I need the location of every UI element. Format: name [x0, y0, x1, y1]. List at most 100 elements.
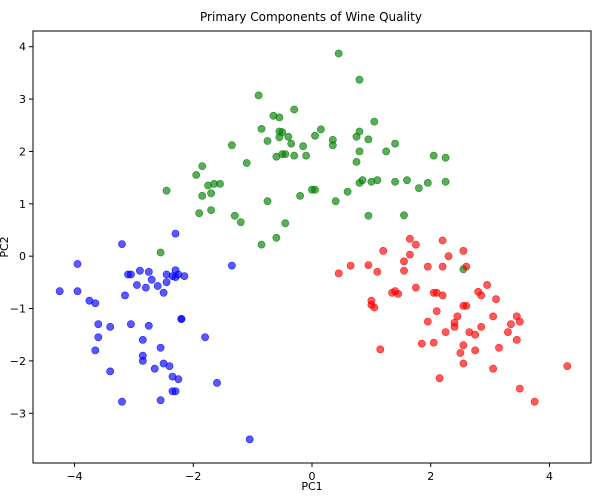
data-point [180, 272, 189, 280]
data-point [462, 262, 471, 271]
data-point [174, 375, 183, 384]
data-point [272, 233, 281, 242]
data-point [299, 142, 307, 151]
data-point [73, 287, 82, 296]
data-point [352, 157, 361, 166]
data-point [91, 299, 100, 308]
data-point [245, 435, 254, 444]
data-point [153, 282, 162, 290]
y-tick-label: −1 [10, 303, 26, 316]
x-tick-label: −2 [185, 470, 201, 483]
data-point [379, 246, 388, 255]
data-point [432, 307, 441, 315]
data-point [370, 117, 379, 126]
data-point [106, 367, 115, 376]
data-point [55, 287, 64, 296]
data-point [343, 187, 352, 196]
data-point [254, 91, 263, 100]
data-point [438, 236, 447, 245]
data-point [429, 338, 438, 347]
data-point [441, 328, 450, 336]
data-point [138, 356, 147, 365]
data-point [171, 229, 180, 238]
data-point [121, 291, 129, 300]
data-point [144, 267, 153, 276]
data-point [165, 362, 174, 370]
data-point [435, 374, 444, 383]
data-point [471, 330, 480, 339]
data-point [162, 186, 171, 195]
data-point [106, 322, 115, 331]
data-point [364, 135, 373, 144]
data-point [471, 346, 480, 355]
data-point [506, 320, 515, 329]
data-point [411, 240, 420, 249]
data-point [91, 346, 100, 355]
y-tick-label: −3 [10, 407, 26, 420]
data-point [373, 176, 382, 185]
data-point [489, 364, 497, 373]
data-point [287, 139, 296, 148]
data-point [257, 124, 266, 133]
data-point [355, 127, 364, 136]
data-point [405, 250, 414, 259]
data-point [405, 234, 414, 243]
y-axis-label: PC2 [0, 236, 11, 257]
data-point [227, 141, 236, 150]
data-point [444, 252, 453, 261]
data-point [311, 131, 319, 140]
y-tick-label: 1 [19, 198, 26, 211]
data-point [141, 283, 150, 292]
x-tick-label: 4 [546, 470, 553, 483]
data-point [438, 262, 447, 271]
data-point [290, 105, 299, 114]
data-point [429, 151, 438, 160]
data-point [403, 176, 411, 185]
x-tick-label: 0 [309, 470, 316, 483]
data-point [308, 185, 316, 194]
data-point [207, 206, 215, 214]
data-point [515, 317, 524, 326]
data-point [118, 397, 126, 406]
x-tick-label: 2 [427, 470, 434, 483]
data-point [492, 295, 500, 303]
data-point [227, 261, 236, 270]
data-point [159, 288, 168, 297]
data-point [411, 283, 420, 292]
chart-title: Primary Components of Wine Quality [200, 10, 422, 24]
points-layer [55, 49, 572, 444]
data-point [207, 189, 215, 198]
data-point [355, 75, 364, 84]
data-point [257, 240, 266, 249]
y-axis-ticks: −3 −2 −1 0 1 2 3 4 [10, 41, 33, 420]
y-tick-label: 3 [19, 93, 26, 106]
data-point [477, 322, 486, 331]
data-point [441, 177, 450, 186]
data-point [198, 162, 207, 170]
data-point [394, 289, 402, 298]
data-point [281, 219, 290, 228]
y-tick-label: 4 [19, 41, 26, 54]
data-point [290, 151, 299, 160]
data-point [263, 137, 272, 145]
data-point [438, 291, 447, 300]
data-point [171, 387, 180, 396]
data-point [423, 317, 432, 326]
data-point [364, 211, 373, 220]
data-point [346, 261, 355, 270]
data-point [358, 176, 367, 185]
data-point [400, 266, 408, 275]
data-point [263, 197, 272, 206]
data-point [489, 312, 497, 321]
data-point [132, 281, 141, 289]
data-point [328, 141, 337, 150]
y-tick-label: −2 [10, 355, 26, 368]
data-point [331, 197, 340, 206]
x-axis-ticks: −4 −2 0 2 4 [66, 463, 553, 483]
data-point [391, 177, 399, 186]
data-point [201, 333, 209, 342]
data-point [94, 320, 103, 329]
data-point [192, 171, 201, 179]
data-point [316, 125, 325, 134]
